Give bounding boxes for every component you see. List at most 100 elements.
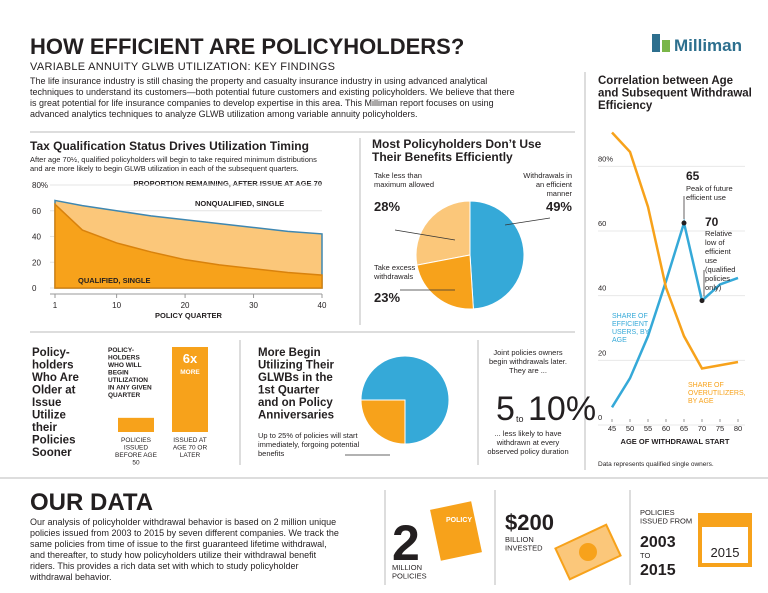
stat-label: BILLION bbox=[505, 535, 534, 544]
chart-title: Utilize bbox=[32, 410, 66, 422]
range-high: 10% bbox=[528, 390, 596, 428]
logo-mark bbox=[652, 34, 660, 52]
leader bbox=[504, 217, 551, 226]
annotation: PROPORTION REMAINING, AFTER ISSUE AT AGE… bbox=[133, 179, 322, 188]
chart-note: Up to 25% of policies will start immediat… bbox=[258, 431, 359, 458]
value-label: MORE bbox=[180, 369, 200, 376]
annotation-title: 65 bbox=[686, 169, 700, 183]
chart-title: Older at bbox=[32, 385, 76, 397]
stat-label: TO bbox=[640, 551, 650, 560]
chart-title: Correlation between Age and Subsequent Wi… bbox=[598, 75, 752, 112]
intro-text: The life insurance industry is still cha… bbox=[30, 76, 515, 119]
stat-number: $200 bbox=[505, 510, 554, 535]
section-text: Our analysis of policyholder withdrawal … bbox=[29, 517, 339, 582]
y-tick-label: 80% bbox=[598, 154, 613, 163]
stat-number: 2 bbox=[392, 515, 420, 571]
y-tick-label: 80% bbox=[32, 181, 48, 190]
slice-label: Withdrawals in an efficient manner bbox=[523, 171, 573, 198]
section-title: OUR DATA bbox=[30, 489, 153, 516]
logo-text: Milliman bbox=[674, 36, 742, 55]
bar bbox=[172, 347, 208, 432]
chart-title: Issue bbox=[32, 397, 61, 409]
value-label: 6x bbox=[183, 351, 198, 366]
page-subtitle: VARIABLE ANNUITY GLWB UTILIZATION: KEY F… bbox=[30, 61, 335, 73]
chart-title: Utilizing Their bbox=[258, 360, 335, 372]
x-tick-label: 1 bbox=[53, 301, 58, 310]
chart-title: Policy- bbox=[32, 347, 70, 359]
x-tick-label: 50 bbox=[626, 424, 634, 433]
chart-title: Anniversaries bbox=[258, 410, 334, 422]
chart-subtitle: After age 70½, qualified policyholders w… bbox=[30, 155, 317, 173]
annotation-title: 70 bbox=[705, 215, 719, 229]
chart-note: WHO WILL bbox=[108, 362, 142, 369]
axis-label: POLICY QUARTER bbox=[155, 311, 223, 320]
pie-slice bbox=[416, 254, 474, 310]
value-label: 49% bbox=[546, 199, 572, 214]
point bbox=[699, 298, 705, 304]
bar bbox=[118, 417, 154, 432]
logo-mark bbox=[662, 40, 670, 52]
x-tick-label: 55 bbox=[644, 424, 652, 433]
range-low: 5 bbox=[496, 390, 515, 428]
slice-label: Take excess withdrawals bbox=[373, 263, 416, 281]
y-tick-label: 20 bbox=[32, 258, 41, 267]
chart-title: Sooner bbox=[32, 447, 72, 459]
icon bbox=[430, 501, 482, 561]
x-tick-label: 80 bbox=[734, 424, 742, 433]
chart-note: UTILIZATION bbox=[108, 377, 148, 384]
axis-label: AGE OF WITHDRAWAL START bbox=[621, 437, 730, 446]
x-tick-label: 70 bbox=[698, 424, 706, 433]
x-tick-label: 60 bbox=[662, 424, 670, 433]
area bbox=[54, 202, 323, 289]
range-to: to bbox=[516, 414, 524, 424]
logo: Milliman bbox=[652, 34, 742, 55]
y-tick-label: 0 bbox=[32, 284, 37, 293]
chart-title: and on Policy bbox=[258, 397, 333, 409]
stat-label: ISSUED FROM bbox=[640, 517, 692, 526]
stat-label: MILLION bbox=[392, 563, 422, 572]
y-tick-label: 20 bbox=[598, 348, 606, 357]
leader bbox=[394, 229, 456, 241]
x-tick-label: 30 bbox=[249, 301, 258, 310]
chart-note: BEGIN bbox=[108, 370, 129, 377]
y-tick-label: 60 bbox=[598, 219, 606, 228]
y-tick-label: 60 bbox=[32, 207, 41, 216]
series-label: QUALIFIED, SINGLE bbox=[78, 276, 151, 285]
x-tick-label: 10 bbox=[112, 301, 121, 310]
x-tick-label: 65 bbox=[680, 424, 688, 433]
line bbox=[610, 218, 739, 408]
x-tick-label: POLICIES ISSUED BEFORE AGE 50 bbox=[115, 437, 158, 467]
chart-note: IN ANY GIVEN bbox=[108, 385, 152, 392]
joint-intro: Joint policies owners begin withdrawals l… bbox=[489, 348, 567, 375]
x-tick-label: 40 bbox=[318, 301, 327, 310]
stat-label: POLICIES bbox=[640, 508, 675, 517]
stat-label: INVESTED bbox=[505, 544, 543, 553]
icon bbox=[579, 543, 597, 561]
chart-note: QUARTER bbox=[108, 392, 140, 399]
x-tick-label: 75 bbox=[716, 424, 724, 433]
value-label: 23% bbox=[374, 290, 400, 305]
annotation: Peak of future efficient use bbox=[686, 184, 733, 202]
series-label: SHARE OF OVERUTILIZERS, BY AGE bbox=[688, 382, 746, 405]
chart-title: GLWBs in the bbox=[258, 372, 333, 384]
icon-label: POLICY bbox=[446, 517, 472, 524]
pie-slice bbox=[415, 200, 471, 266]
chart-title: Policies bbox=[32, 435, 75, 447]
value-label: 28% bbox=[374, 199, 400, 214]
y-tick-label: 0 bbox=[598, 413, 602, 422]
chart-title: Who Are bbox=[32, 372, 79, 384]
x-tick-label: ISSUED AT AGE 70 OR LATER bbox=[173, 437, 208, 459]
chart-title: their bbox=[32, 422, 57, 434]
chart-note: POLICY- bbox=[108, 347, 134, 354]
stat-number: 2015 bbox=[640, 562, 676, 579]
chart-title: 1st Quarter bbox=[258, 385, 320, 397]
chart-title: More Begin bbox=[258, 347, 321, 359]
series-label: SHARE OF EFFICIENT USERS, BY AGE bbox=[612, 313, 650, 344]
page-title: HOW EFFICIENT ARE POLICYHOLDERS? bbox=[30, 34, 464, 59]
chart-title: holders bbox=[32, 360, 74, 372]
pie-slice bbox=[469, 200, 525, 310]
pie-slice bbox=[360, 399, 406, 445]
calendar-label: 2015 bbox=[711, 545, 740, 560]
